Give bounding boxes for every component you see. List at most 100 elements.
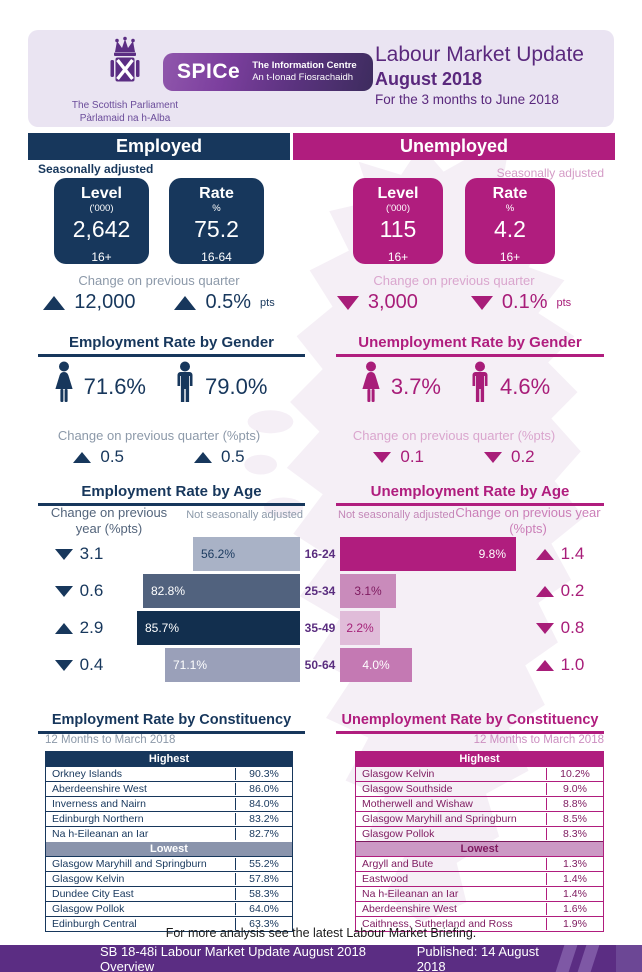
parliament-name: The Scottish Parliament Pàrlamaid na h-A…: [71, 100, 179, 124]
employed-stats: Level ('000) 2,642 16+ Rate % 75.2 16-64: [28, 178, 290, 264]
table-group-header: Lowest: [46, 841, 292, 856]
unemployment-age-change-heading: Change on previous year (%pts): [455, 505, 601, 537]
constituency-name: Aberdeenshire West: [52, 783, 147, 795]
rate-unit: %: [212, 202, 221, 214]
constituency-value: 82.7%: [235, 828, 292, 840]
table-row: Glasgow Maryhill and Springburn 8.5%: [356, 811, 603, 826]
level-unit: ('000): [386, 202, 410, 214]
employed-level-box: Level ('000) 2,642 16+: [54, 178, 149, 264]
constituency-value: 9.0%: [546, 783, 603, 795]
footer-decoration-block: [616, 945, 642, 972]
constituency-name: Aberdeenshire West: [362, 903, 457, 915]
employed-rate-change: 0.5% pts: [174, 291, 275, 314]
rate-value: 75.2: [194, 215, 239, 242]
rate-age-band: 16-64: [201, 249, 232, 264]
unemployed-rate-change: 0.1% pts: [470, 291, 571, 314]
employment-gender-rates: 71.6% 79.0%: [28, 360, 290, 414]
spice-badge: SPICe The Information Centre An t-Ionad …: [163, 53, 373, 91]
table-group-header: Highest: [356, 752, 603, 766]
employment-gender-changes: 0.5 0.5: [28, 447, 290, 467]
change-value: 3.1: [79, 544, 104, 563]
title-underline: [38, 731, 305, 734]
level-unit: ('000): [89, 202, 114, 214]
rate-label: Rate: [199, 185, 234, 202]
constituency-value: 8.3%: [546, 828, 603, 840]
unemployment-age-section-title: Unemployment Rate by Age: [336, 483, 604, 506]
constituency-name: Edinburgh Central: [52, 918, 137, 930]
female-employment-rate: 71.6%: [51, 360, 146, 414]
change-arrow-icon: [194, 451, 212, 463]
unemployed-level-box: Level ('000) 115 16+: [353, 178, 443, 264]
table-row: Aberdeenshire West 86.0%: [46, 781, 292, 796]
constituency-name: Na h-Eileanan an Iar: [362, 888, 459, 900]
constituency-name: Glasgow Pollok: [52, 903, 125, 915]
age-row-35-49: 2.9 85.7% 35-49 2.2% 0.8: [0, 611, 642, 645]
table-row: Dundee City East 58.3%: [46, 886, 292, 901]
age-group-label: 35-49: [304, 621, 336, 635]
constituency-value: 1.4%: [546, 873, 603, 885]
male-change: 0.2: [484, 447, 535, 467]
table-row: Na h-Eileanan an Iar 1.4%: [356, 886, 603, 901]
age-group-label: 50-64: [304, 658, 336, 672]
constituency-name: Argyll and Bute: [362, 858, 434, 870]
constituency-value: 1.3%: [546, 858, 603, 870]
constituency-name: Glasgow Kelvin: [362, 768, 435, 780]
male-unemployment-rate: 4.6%: [467, 360, 550, 414]
employment-age-change: 2.9: [30, 618, 128, 638]
unemployed-change-row: 3,000 0.1% pts: [293, 291, 615, 314]
employment-age-bar: 82.8%: [143, 574, 300, 608]
constituency-name: Na h-Eileanan an Iar: [52, 828, 149, 840]
table-row: Motherwell and Wishaw 8.8%: [356, 796, 603, 811]
unemployment-age-change: 1.0: [523, 655, 642, 675]
male-icon: [467, 360, 493, 414]
unemployment-age-bar-area: 4.0%: [340, 648, 523, 682]
unemployment-age-bar-area: 2.2%: [340, 611, 523, 645]
title-underline: [336, 354, 604, 357]
unemployment-age-bar-area: 9.8%: [340, 537, 523, 571]
table-group-header: Lowest: [356, 841, 603, 856]
spice-logo: SPICe: [177, 60, 241, 83]
change-arrow-icon: [535, 585, 554, 597]
title-underline: [38, 354, 305, 357]
change-arrow-icon: [336, 295, 359, 310]
table-row: Edinburgh Central 63.3%: [46, 916, 292, 931]
table-row: Aberdeenshire West 1.6%: [356, 901, 603, 916]
constituency-value: 8.5%: [546, 813, 603, 825]
constituency-name: Eastwood: [362, 873, 409, 885]
employment-age-change: 0.6: [30, 581, 128, 601]
level-label: Level: [81, 185, 122, 202]
employment-gender-change-label: Change on previous quarter (%pts): [57, 428, 261, 443]
employment-age-change: 3.1: [30, 544, 128, 564]
table-row: Glasgow Pollok 64.0%: [46, 901, 292, 916]
level-value: 2,642: [72, 215, 131, 242]
constituency-value: 1.6%: [546, 903, 603, 915]
female-change: 0.1: [373, 447, 424, 467]
employed-level-change: 12,000: [43, 291, 144, 314]
change-value: 2.9: [79, 618, 104, 637]
table-row: Glasgow Maryhill and Springburn 55.2%: [46, 856, 292, 871]
employment-age-bar: 56.2%: [193, 537, 300, 571]
employment-age-change-heading: Change on previous year (%pts): [50, 505, 168, 537]
employment-age-change: 0.4: [30, 655, 128, 675]
header-card: The Scottish Parliament Pàrlamaid na h-A…: [28, 30, 614, 127]
male-change: 0.5: [194, 447, 245, 467]
age-chart: 3.1 56.2% 16-24 9.8% 1.4 0.6 82.8% 25-34 3.1% 0.2…: [0, 537, 642, 685]
employed-rate-box: Rate % 75.2 16-64: [169, 178, 264, 264]
unemployment-age-bar: 4.0%: [340, 648, 412, 682]
unemployed-level-change: 3,000: [336, 291, 427, 314]
constituency-name: Glasgow Southside: [362, 783, 453, 795]
table-row: Na h-Eileanan an Iar 82.7%: [46, 826, 292, 841]
employment-constituency-title: Employment Rate by Constituency: [38, 712, 305, 734]
unemployed-change-label: Change on previous quarter: [373, 273, 535, 288]
constituency-value: 84.0%: [235, 798, 292, 810]
male-icon: [172, 360, 198, 414]
unemployment-gender-rates: 3.7% 4.6%: [293, 360, 615, 414]
change-value: 1.4: [560, 544, 585, 563]
spice-subtitle: The Information Centre An t-Ionad Fiosra…: [252, 59, 357, 83]
table-row: Glasgow Kelvin 10.2%: [356, 766, 603, 781]
footer-published-date: Published: 14 August 2018: [416, 945, 539, 972]
change-arrow-icon: [54, 659, 73, 671]
employment-age-bar-area: 82.8%: [128, 574, 300, 608]
employment-age-bar-area: 71.1%: [128, 648, 300, 682]
